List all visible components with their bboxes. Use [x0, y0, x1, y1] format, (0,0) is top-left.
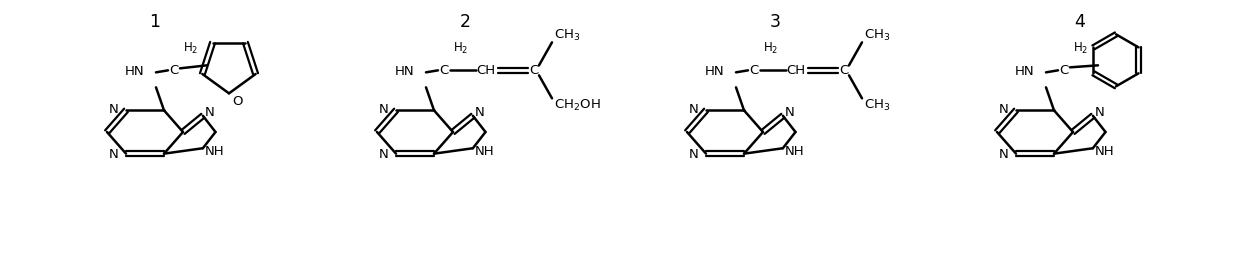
- Text: NH: NH: [1095, 145, 1115, 158]
- Text: CH: CH: [476, 64, 496, 77]
- Text: NH: NH: [785, 145, 805, 158]
- Text: HN: HN: [1014, 65, 1034, 78]
- Text: N: N: [1095, 106, 1105, 119]
- Text: CH$_2$OH: CH$_2$OH: [554, 98, 600, 113]
- Text: 3: 3: [770, 13, 780, 31]
- Text: 1: 1: [150, 13, 160, 31]
- Text: N: N: [108, 103, 118, 116]
- Text: HN: HN: [124, 65, 144, 78]
- Text: C: C: [749, 64, 759, 77]
- Text: C: C: [170, 64, 179, 77]
- Text: CH: CH: [786, 64, 806, 77]
- Text: H$_2$: H$_2$: [453, 41, 469, 56]
- Text: C: C: [839, 64, 848, 77]
- Text: CH$_3$: CH$_3$: [864, 28, 890, 43]
- Text: N: N: [785, 106, 795, 119]
- Text: H$_2$: H$_2$: [763, 41, 779, 56]
- Text: C: C: [529, 64, 538, 77]
- Text: NH: NH: [475, 145, 495, 158]
- Text: N: N: [205, 106, 215, 119]
- Text: C: C: [1059, 64, 1069, 77]
- Text: H$_2$: H$_2$: [184, 41, 198, 56]
- Text: N: N: [378, 103, 388, 116]
- Text: CH$_3$: CH$_3$: [864, 98, 890, 113]
- Text: N: N: [998, 103, 1008, 116]
- Text: N: N: [998, 148, 1008, 161]
- Text: H$_2$: H$_2$: [1073, 41, 1089, 56]
- Text: 2: 2: [460, 13, 470, 31]
- Text: CH$_3$: CH$_3$: [554, 28, 580, 43]
- Text: N: N: [378, 148, 388, 161]
- Text: N: N: [688, 148, 698, 161]
- Text: HN: HN: [394, 65, 414, 78]
- Text: NH: NH: [205, 145, 224, 158]
- Text: N: N: [688, 103, 698, 116]
- Text: C: C: [439, 64, 449, 77]
- Text: HN: HN: [704, 65, 724, 78]
- Text: N: N: [108, 148, 118, 161]
- Text: 4: 4: [1075, 13, 1085, 31]
- Text: O: O: [232, 95, 243, 108]
- Text: N: N: [475, 106, 485, 119]
